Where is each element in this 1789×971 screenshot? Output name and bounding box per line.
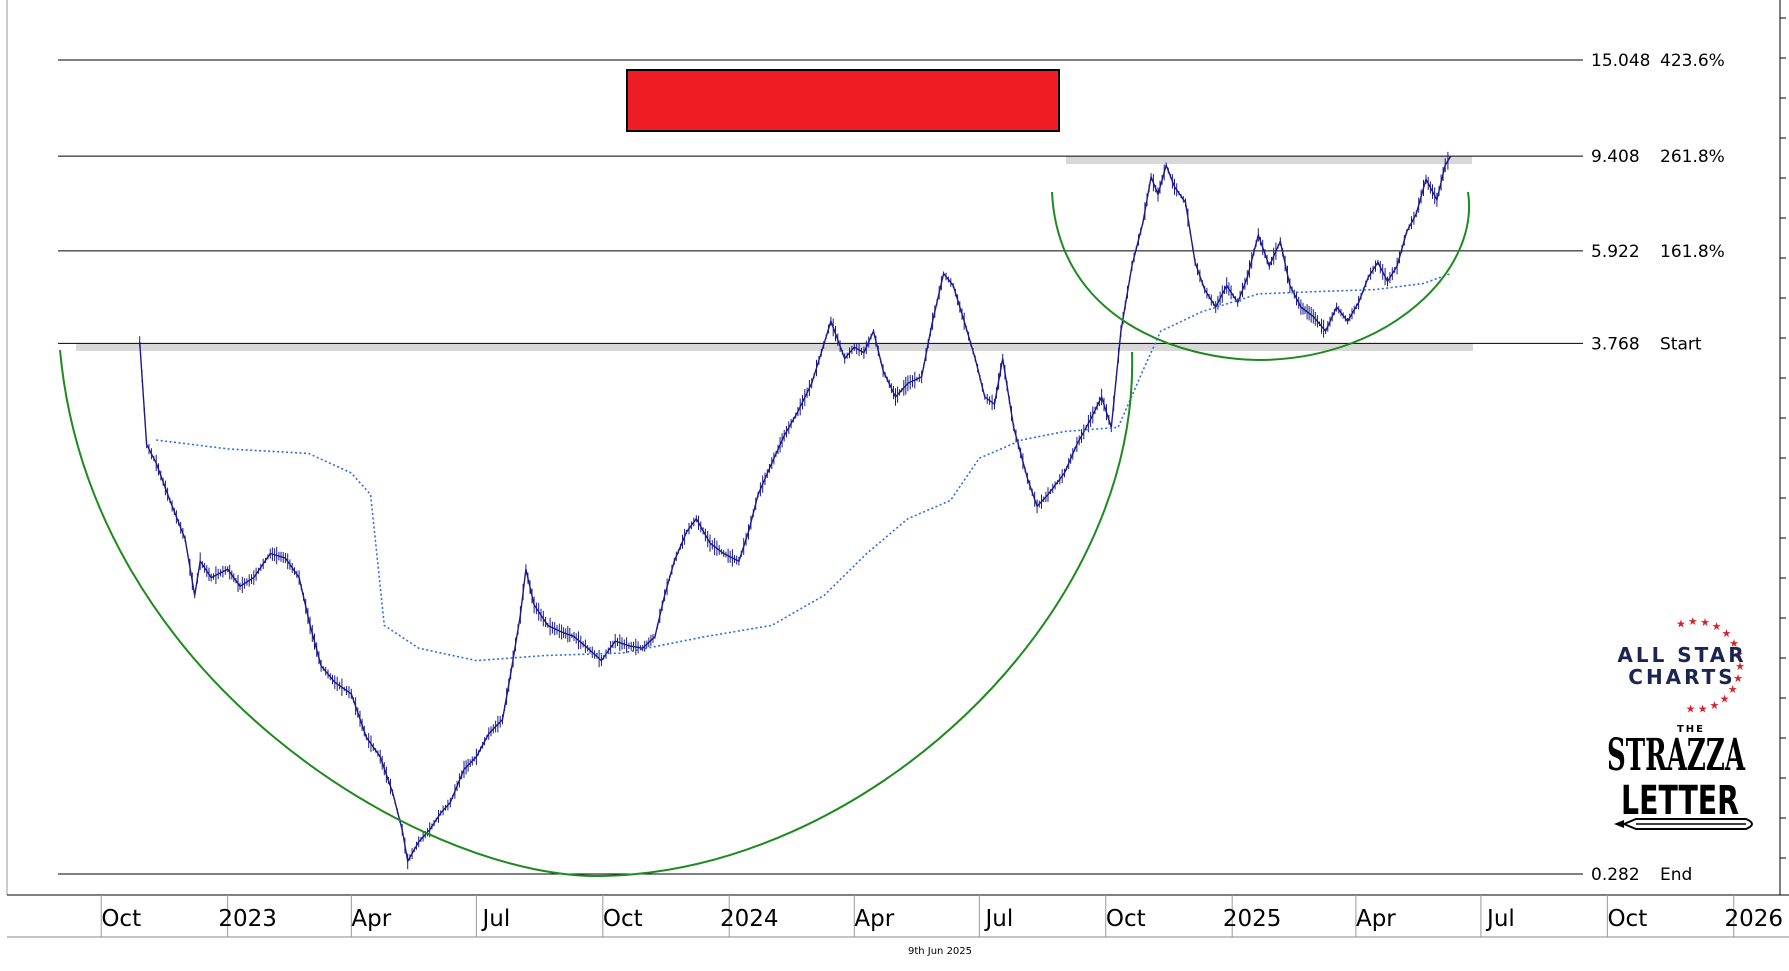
star-icon: ★ bbox=[1676, 618, 1686, 631]
level-name-label: 423.6% bbox=[1660, 51, 1725, 71]
star-icon: ★ bbox=[1733, 672, 1743, 685]
star-icon: ★ bbox=[1729, 637, 1739, 650]
logo-the: THE bbox=[1677, 724, 1705, 735]
star-ring: ★ ★ ★ ★★★★★★★★★★★ bbox=[1676, 617, 1745, 716]
start-highlight-band bbox=[76, 343, 1473, 351]
level-value-label: 0.282 bbox=[1591, 865, 1640, 885]
red-box-annotation bbox=[626, 69, 1060, 132]
moving-average-series bbox=[156, 272, 1451, 662]
level-name-label: 161.8% bbox=[1660, 242, 1725, 262]
star-icon: ★ bbox=[1686, 703, 1696, 716]
footer-date: 9th Jun 2025 bbox=[908, 946, 972, 957]
strazza-letter-logo: THE STRAZZA LETTER bbox=[1607, 724, 1753, 830]
level-value-label: 5.922 bbox=[1591, 242, 1640, 262]
star-icon: ★ bbox=[1720, 692, 1730, 705]
logo-all-star: ALL STAR bbox=[1617, 643, 1746, 667]
level-name-label: 261.8% bbox=[1660, 147, 1725, 167]
x-tick-label: 2024 bbox=[720, 906, 779, 932]
x-tick-label: 2023 bbox=[218, 906, 277, 932]
top-highlight-band bbox=[1066, 156, 1472, 164]
star-icon: ★ bbox=[1734, 648, 1744, 661]
star-icon: ★ bbox=[1688, 617, 1698, 628]
level-value-label: 9.408 bbox=[1591, 147, 1640, 167]
star-icon: ★ bbox=[1728, 683, 1738, 696]
level-name-label: Start bbox=[1660, 334, 1702, 354]
x-tick-label: Apr bbox=[854, 906, 894, 932]
x-tick-label: Apr bbox=[1356, 906, 1396, 932]
x-tick-label: Oct bbox=[603, 906, 643, 932]
x-tick-label: Oct bbox=[1106, 906, 1146, 932]
star-icon: ★ bbox=[1721, 627, 1731, 640]
x-tick-label: Jul bbox=[1485, 906, 1515, 932]
logo-letter: LETTER bbox=[1621, 778, 1739, 824]
price-series bbox=[139, 151, 1452, 870]
x-tick-label: Oct bbox=[1607, 906, 1647, 932]
logo-strazza: STRAZZA bbox=[1607, 730, 1746, 781]
x-tick-label: 2025 bbox=[1223, 906, 1282, 932]
all-star-charts-logo: ★ ★ ★ ★★★★★★★★★★★ ALL STAR CHARTS bbox=[1617, 617, 1746, 716]
x-tick-label: Apr bbox=[351, 906, 391, 932]
small-cup-arc bbox=[1051, 191, 1471, 362]
x-tick-label: Jul bbox=[983, 906, 1013, 932]
star-icon: ★ bbox=[1698, 703, 1708, 716]
level-value-label: 15.048 bbox=[1591, 51, 1650, 71]
x-tick-label: 2026 bbox=[1725, 906, 1784, 932]
level-value-label: 3.768 bbox=[1591, 334, 1640, 354]
moving-average-line bbox=[156, 272, 1451, 662]
price-line bbox=[139, 155, 1452, 864]
large-cup-arc bbox=[59, 349, 1134, 878]
star-icon: ★ bbox=[1709, 699, 1719, 712]
star-icon: ★ bbox=[1712, 620, 1722, 633]
star-icon: ★ bbox=[1735, 660, 1745, 673]
star-icon: ★ bbox=[1700, 617, 1710, 629]
logo-charts: CHARTS bbox=[1628, 665, 1735, 689]
level-name-label: End bbox=[1660, 865, 1692, 885]
pen-icon bbox=[1614, 818, 1753, 830]
x-tick-label: Oct bbox=[101, 906, 141, 932]
x-tick-label: Jul bbox=[480, 906, 510, 932]
